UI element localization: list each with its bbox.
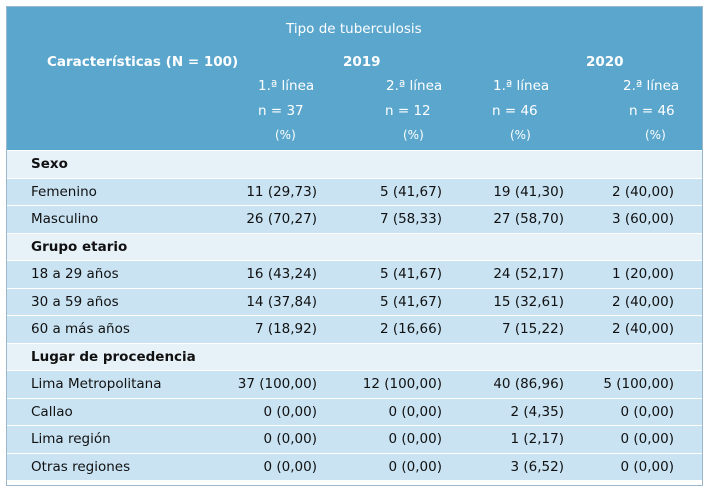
col1-line: 1.ª línea	[258, 78, 315, 94]
cell-value: 1 (2,17)	[510, 431, 564, 447]
col2-n: n = 12	[385, 103, 431, 119]
row-label: 18 a 29 años	[31, 266, 119, 282]
row-label: Callao	[31, 403, 73, 420]
table-row: Callao 0 (0,00) 0 (0,00) 2 (4,35) 0 (0,00)	[7, 397, 702, 425]
cell-value: 11 (29,73)	[246, 183, 317, 200]
cell-value: 16 (43,24)	[246, 266, 317, 282]
cell-value: 26 (70,27)	[246, 211, 317, 227]
table-row: Lima Metropolitana 37 (100,00) 12 (100,00)…	[7, 370, 702, 398]
cell-value: 1 (20,00)	[611, 266, 674, 282]
cell-value: 7 (15,22)	[501, 321, 564, 337]
section-row: Lugar de procedencia	[7, 342, 702, 370]
cell-value: 0 (0,00)	[388, 431, 442, 447]
cell-value: 40 (86,96)	[493, 376, 564, 392]
section-row: Sexo	[7, 150, 702, 178]
cell-value: 2 (40,00)	[611, 183, 674, 200]
year-header-2019: 2019	[343, 54, 381, 70]
cell-value: 15 (32,61)	[493, 293, 564, 310]
cell-value: 3 (60,00)	[611, 211, 674, 227]
tuberculosis-table: Tipo de tuberculosis Características (N …	[6, 6, 703, 486]
col3-unit: (%)	[510, 128, 531, 142]
cell-value: 0 (0,00)	[263, 403, 317, 420]
col1-unit: (%)	[275, 128, 296, 142]
table-row: 60 a más años 7 (18,92) 2 (16,66) 7 (15,22)…	[7, 315, 702, 343]
cell-value: 5 (41,67)	[379, 293, 442, 310]
col2-unit: (%)	[403, 128, 424, 142]
section-row: Grupo etario	[7, 232, 702, 260]
table-row: Femenino 11 (29,73) 5 (41,67) 19 (41,30) 2 (…	[7, 177, 702, 205]
row-label: 30 a 59 años	[31, 293, 119, 310]
cell-value: 0 (0,00)	[263, 431, 317, 447]
cell-value: 0 (0,00)	[388, 403, 442, 420]
cell-value: 0 (0,00)	[263, 458, 317, 475]
col2-line: 2.ª línea	[386, 78, 443, 94]
row-label: 60 a más años	[31, 321, 130, 337]
section-label: Grupo etario	[31, 238, 128, 255]
cell-value: 37 (100,00)	[237, 376, 317, 392]
cell-value: 24 (52,17)	[493, 266, 564, 282]
col3-n: n = 46	[492, 103, 538, 119]
cell-value: 27 (58,70)	[493, 211, 564, 227]
col4-line: 2.ª línea	[623, 78, 680, 94]
cell-value: 5 (100,00)	[603, 376, 674, 392]
cell-value: 2 (4,35)	[510, 403, 564, 420]
cell-value: 14 (37,84)	[246, 293, 317, 310]
table-header: Tipo de tuberculosis Características (N …	[7, 7, 702, 150]
cell-value: 0 (0,00)	[620, 458, 674, 475]
cell-value: 7 (18,92)	[254, 321, 317, 337]
cell-value: 2 (40,00)	[611, 321, 674, 337]
stub-header: Características (N = 100)	[47, 54, 239, 70]
row-label: Otras regiones	[31, 458, 131, 475]
col3-line: 1.ª línea	[493, 78, 550, 94]
table-body: Sexo Femenino 11 (29,73) 5 (41,67) 19 (41,30…	[7, 150, 702, 480]
row-label: Femenino	[31, 183, 97, 200]
cell-value: 2 (40,00)	[611, 293, 674, 310]
cell-value: 0 (0,00)	[620, 403, 674, 420]
cell-value: 0 (0,00)	[388, 458, 442, 475]
cell-value: 5 (41,67)	[379, 183, 442, 200]
table-row: Lima región 0 (0,00) 0 (0,00) 1 (2,17) 0 (0,…	[7, 425, 702, 453]
cell-value: 3 (6,52)	[510, 458, 564, 475]
table-row: 18 a 29 años 16 (43,24) 5 (41,67) 24 (52,17…	[7, 260, 702, 288]
table-row: Masculino 26 (70,27) 7 (58,33) 27 (58,70) 3 …	[7, 205, 702, 233]
section-label: Lugar de procedencia	[31, 348, 196, 365]
row-label: Lima Metropolitana	[31, 376, 162, 392]
row-label: Masculino	[31, 211, 99, 227]
cell-value: 5 (41,67)	[379, 266, 442, 282]
col1-n: n = 37	[258, 103, 304, 119]
cell-value: 0 (0,00)	[620, 431, 674, 447]
table-row: 30 a 59 años 14 (37,84) 5 (41,67) 15 (32,61…	[7, 287, 702, 315]
table-row: Otras regiones 0 (0,00) 0 (0,00) 3 (6,52) 0 …	[7, 452, 702, 480]
group-header: Tipo de tuberculosis	[286, 21, 422, 37]
section-label: Sexo	[31, 156, 68, 172]
cell-value: 12 (100,00)	[362, 376, 442, 392]
row-label: Lima región	[31, 431, 111, 447]
col4-n: n = 46	[629, 103, 675, 119]
cell-value: 7 (58,33)	[379, 211, 442, 227]
cell-value: 2 (16,66)	[379, 321, 442, 337]
cell-value: 19 (41,30)	[493, 183, 564, 200]
year-header-2020: 2020	[586, 54, 624, 70]
col4-unit: (%)	[645, 128, 666, 142]
